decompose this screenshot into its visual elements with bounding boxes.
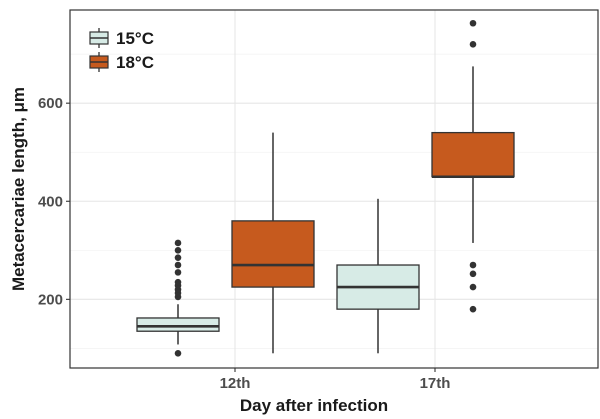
legend-item: 15°C (89, 28, 154, 48)
outlier-point (174, 239, 182, 247)
outlier-point (174, 247, 182, 254)
x-axis-title: Day after infection (240, 396, 388, 415)
box-12th-0 (136, 239, 220, 357)
outlier-point (469, 261, 477, 269)
grid (70, 10, 598, 368)
outlier-point (174, 278, 182, 286)
box-body (136, 317, 220, 332)
y-axis-title: Metacercariae length, μm (9, 87, 28, 291)
outlier-point (469, 19, 477, 27)
x-tick-label: 12th (220, 375, 251, 392)
outlier-point (174, 269, 182, 276)
panel-border (69, 9, 599, 369)
y-tick-label: 400 (38, 193, 63, 210)
outlier-point (174, 254, 182, 261)
box-body (231, 220, 315, 288)
outlier-point (469, 283, 477, 291)
outlier-point (469, 305, 477, 313)
x-axis-ticks: 12th 17th (220, 368, 451, 392)
outlier-point (469, 270, 477, 278)
outlier-point (469, 41, 477, 48)
outlier-point (174, 349, 182, 357)
box-body (431, 131, 515, 178)
legend-item: 18°C (89, 52, 154, 72)
y-axis-ticks: 200 400 600 (38, 95, 70, 308)
legend-label: 15°C (116, 29, 154, 48)
boxes (136, 19, 515, 357)
y-tick-label: 600 (38, 95, 63, 112)
legend-label: 18°C (116, 53, 154, 72)
box-12th-1 (231, 132, 315, 354)
x-tick-label: 17th (420, 375, 451, 392)
outlier-point (174, 261, 182, 269)
box-17th-1 (431, 19, 515, 313)
y-tick-label: 200 (38, 291, 63, 308)
legend: 15°C 18°C (89, 28, 154, 72)
box-17th-0 (336, 198, 420, 354)
